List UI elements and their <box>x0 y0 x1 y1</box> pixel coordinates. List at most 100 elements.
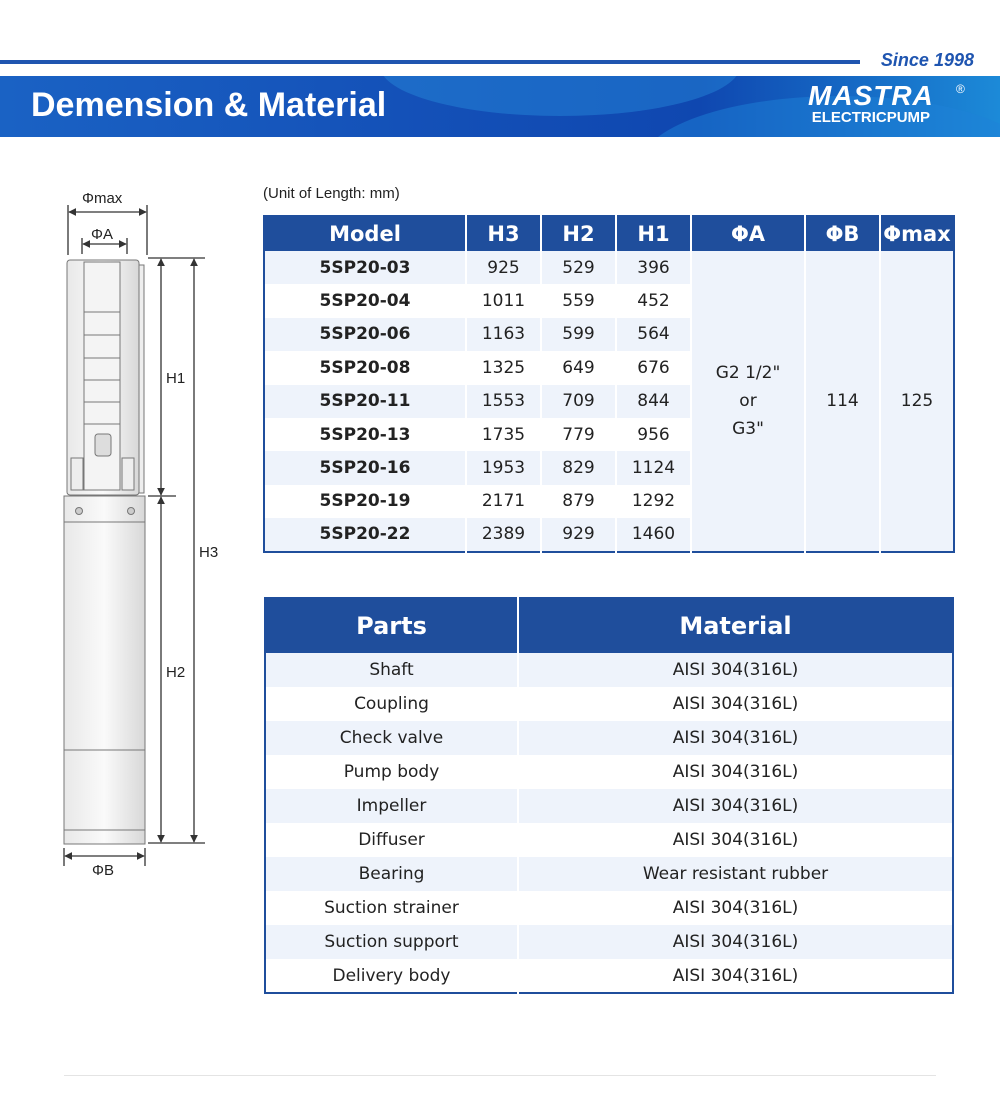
model-cell: 5SP20-16 <box>264 451 467 485</box>
part-cell: Delivery body <box>265 959 519 993</box>
column-header: H1 <box>616 216 692 251</box>
model-cell: 5SP20-04 <box>264 284 467 318</box>
phia-line: or <box>739 390 757 411</box>
model-cell: 5SP20-13 <box>264 417 467 452</box>
table-row: 5SP20-13 1735 779 956 <box>264 417 954 452</box>
table-row: Diffuser AISI 304(316L) <box>265 823 953 857</box>
part-cell: Suction strainer <box>265 891 519 925</box>
material-cell: AISI 304(316L) <box>518 687 953 721</box>
phia-line: G2 1/2" <box>715 362 781 383</box>
dimension-table: Model H3 H2 H1 ΦA ΦB Φmax 5SP20-03 925 529 396 G2 … <box>263 215 955 553</box>
phib-cell: 114 <box>805 251 881 552</box>
value-cell: 529 <box>541 251 617 285</box>
table-row: Bearing Wear resistant rubber <box>265 857 953 891</box>
column-header: Parts <box>265 598 519 653</box>
brand-logo: MASTRA ELECTRICPUMP ® <box>808 80 965 126</box>
table-row: Shaft AISI 304(316L) <box>265 653 953 687</box>
table-row: Impeller AISI 304(316L) <box>265 789 953 823</box>
part-cell: Pump body <box>265 755 519 789</box>
phimax-cell: 125 <box>880 251 954 552</box>
phimax-label: Φmax <box>82 190 123 207</box>
value-cell: 1163 <box>466 317 542 352</box>
since-text: Since 1998 <box>880 50 974 70</box>
table-row: 5SP20-16 1953 829 1124 <box>264 451 954 485</box>
material-cell: Wear resistant rubber <box>518 857 953 891</box>
pump-diagram <box>63 205 205 866</box>
h2-label: H2 <box>166 664 186 681</box>
material-cell: AISI 304(316L) <box>518 721 953 755</box>
model-cell: 5SP20-19 <box>264 484 467 519</box>
registered-icon: ® <box>956 82 965 96</box>
table-row: Delivery body AISI 304(316L) <box>265 959 953 993</box>
model-cell: 5SP20-06 <box>264 317 467 352</box>
value-cell: 1011 <box>466 284 542 318</box>
value-cell: 649 <box>541 351 617 385</box>
table-row: 5SP20-11 1553 709 844 <box>264 384 954 418</box>
h1-label: H1 <box>166 370 186 387</box>
part-cell: Bearing <box>265 857 519 891</box>
column-header: ΦB <box>805 216 881 251</box>
title-banner: Demension & Material MASTRA ELECTRICPUMP… <box>0 76 1000 137</box>
material-cell: AISI 304(316L) <box>518 959 953 993</box>
table-row: 5SP20-22 2389 929 1460 <box>264 518 954 552</box>
banner-wave <box>380 76 740 116</box>
logo-mark: MASTRA <box>808 80 934 111</box>
column-header: Φmax <box>880 216 954 251</box>
phia-label: ΦA <box>91 226 113 243</box>
column-header: ΦA <box>691 216 806 251</box>
part-cell: Shaft <box>265 653 519 687</box>
value-cell: 2171 <box>466 484 542 519</box>
value-cell: 559 <box>541 284 617 318</box>
part-cell: Impeller <box>265 789 519 823</box>
unit-note: (Unit of Length: mm) <box>263 185 400 202</box>
h3-label: H3 <box>199 544 219 561</box>
top-rule <box>0 60 860 64</box>
value-cell: 1553 <box>466 384 542 418</box>
model-cell: 5SP20-11 <box>264 384 467 418</box>
value-cell: 929 <box>541 518 617 552</box>
value-cell: 1124 <box>616 451 692 485</box>
table-row: Suction strainer AISI 304(316L) <box>265 891 953 925</box>
value-cell: 709 <box>541 384 617 418</box>
table-row: 5SP20-08 1325 649 676 <box>264 351 954 385</box>
value-cell: 779 <box>541 417 617 452</box>
footer-divider <box>64 1075 936 1076</box>
value-cell: 1460 <box>616 518 692 552</box>
material-cell: AISI 304(316L) <box>518 891 953 925</box>
value-cell: 564 <box>616 317 692 352</box>
model-cell: 5SP20-08 <box>264 351 467 385</box>
table-row: Coupling AISI 304(316L) <box>265 687 953 721</box>
material-cell: AISI 304(316L) <box>518 789 953 823</box>
page-title: Demension & Material <box>31 86 387 124</box>
material-cell: AISI 304(316L) <box>518 925 953 959</box>
column-header: H2 <box>541 216 617 251</box>
part-cell: Coupling <box>265 687 519 721</box>
value-cell: 844 <box>616 384 692 418</box>
value-cell: 676 <box>616 351 692 385</box>
value-cell: 1953 <box>466 451 542 485</box>
model-cell: 5SP20-03 <box>264 251 467 285</box>
column-header: Material <box>518 598 953 653</box>
table-row: Pump body AISI 304(316L) <box>265 755 953 789</box>
value-cell: 829 <box>541 451 617 485</box>
value-cell: 396 <box>616 251 692 285</box>
material-cell: AISI 304(316L) <box>518 653 953 687</box>
column-header: Model <box>264 216 467 251</box>
table-row: 5SP20-04 1011 559 452 <box>264 284 954 318</box>
table-row: 5SP20-06 1163 599 564 <box>264 317 954 352</box>
table-row: Check valve AISI 304(316L) <box>265 721 953 755</box>
value-cell: 1292 <box>616 484 692 519</box>
phib-label: ΦB <box>92 862 114 879</box>
phia-line: G3" <box>732 418 764 439</box>
part-cell: Suction support <box>265 925 519 959</box>
logo-subtitle: ELECTRICPUMP <box>811 109 931 126</box>
table-row: Suction support AISI 304(316L) <box>265 925 953 959</box>
value-cell: 599 <box>541 317 617 352</box>
table-row: 5SP20-03 925 529 396 G2 1/2" or G3" 114 125 <box>264 251 954 552</box>
model-cell: 5SP20-22 <box>264 518 467 552</box>
value-cell: 452 <box>616 284 692 318</box>
value-cell: 879 <box>541 484 617 519</box>
part-cell: Check valve <box>265 721 519 755</box>
value-cell: 1735 <box>466 417 542 452</box>
phia-cell: G2 1/2" or G3" <box>691 251 806 552</box>
